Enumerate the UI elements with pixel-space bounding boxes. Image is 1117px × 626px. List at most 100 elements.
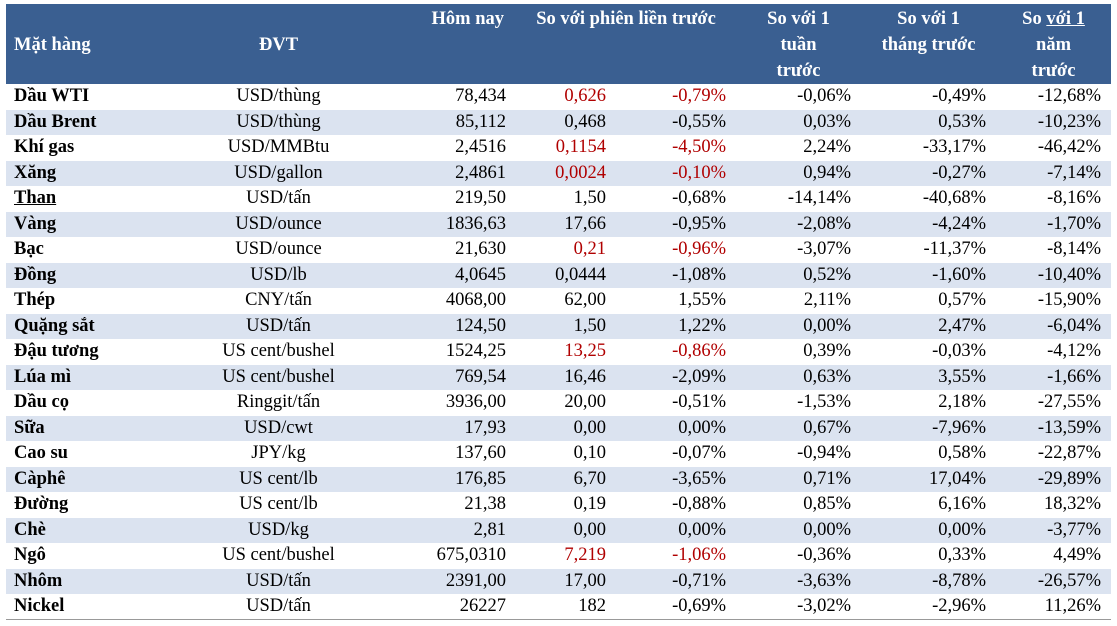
week-change-pct: 0,03% <box>736 109 862 135</box>
table-row: Chè USD/kg 2,81 0,00 0,00% 0,00% 0,00% -3,77% <box>6 517 1112 543</box>
header-week: So với 1 tuần trước <box>736 4 862 84</box>
week-change-pct: 2,24% <box>736 135 862 161</box>
week-change-pct: -14,14% <box>736 186 862 212</box>
table-row: Sữa USD/cwt 17,93 0,00 0,00% 0,67% -7,96% -13,5… <box>6 415 1112 441</box>
today-value: 124,50 <box>401 313 516 339</box>
year-change-pct: -26,57% <box>996 568 1112 594</box>
commodity-name-text: Than <box>14 188 57 209</box>
table-row: Ngô US cent/bushel 675,0310 7,219 -1,06% -0,3… <box>6 543 1112 569</box>
unit-cell: US cent/bushel <box>156 543 401 569</box>
table-row: Dầu Brent USD/thùng 85,112 0,468 -0,55% 0,03%… <box>6 109 1112 135</box>
unit-cell: US cent/bushel <box>156 364 401 390</box>
prev-change-pct: -0,68% <box>616 186 737 212</box>
month-change-pct: 3,55% <box>861 364 997 390</box>
week-change-pct: -1,53% <box>736 390 862 416</box>
prev-change: 1,50 <box>516 313 616 339</box>
header-year-line3: trước <box>1031 61 1076 81</box>
commodity-name: Càphê <box>6 466 156 492</box>
table-row: Quặng sắt USD/tấn 124,50 1,50 1,22% 0,00% 2,47… <box>6 313 1112 339</box>
table-row: Nickel USD/tấn 26227 182 -0,69% -3,02% -2,96% 1… <box>6 594 1112 620</box>
table-row: Vàng USD/ounce 1836,63 17,66 -0,95% -2,08% -4,… <box>6 211 1112 237</box>
prev-change-pct: 1,22% <box>616 313 737 339</box>
month-change-pct: -40,68% <box>861 186 997 212</box>
header-row: Mặt hàng ĐVT Hôm nay So với phiên liền t… <box>6 4 1112 84</box>
month-change-pct: 2,47% <box>861 313 997 339</box>
today-value: 21,630 <box>401 237 516 263</box>
today-value: 769,54 <box>401 364 516 390</box>
prev-change-pct: -0,71% <box>616 568 737 594</box>
table-row: Dầu cọ Ringgit/tấn 3936,00 20,00 -0,51% -1,53… <box>6 390 1112 416</box>
prev-change: 0,468 <box>516 109 616 135</box>
today-value: 21,38 <box>401 492 516 518</box>
year-change-pct: -10,40% <box>996 262 1112 288</box>
prev-change-pct: -1,08% <box>616 262 737 288</box>
month-change-pct: -11,37% <box>861 237 997 263</box>
commodity-table-container: Mặt hàng ĐVT Hôm nay So với phiên liền t… <box>6 4 1112 620</box>
prev-change-pct: -0,96% <box>616 237 737 263</box>
month-change-pct: 0,58% <box>861 441 997 467</box>
week-change-pct: -3,07% <box>736 237 862 263</box>
prev-change-pct: -0,95% <box>616 211 737 237</box>
prev-change: 0,0024 <box>516 160 616 186</box>
prev-change: 0,00 <box>516 415 616 441</box>
prev-change-pct: 0,00% <box>616 415 737 441</box>
week-change-pct: 0,52% <box>736 262 862 288</box>
commodity-name: Dầu cọ <box>6 390 156 416</box>
year-change-pct: -29,89% <box>996 466 1112 492</box>
week-change-pct: -2,08% <box>736 211 862 237</box>
header-prev-session: So với phiên liền trước <box>516 4 737 84</box>
prev-change: 13,25 <box>516 339 616 365</box>
year-change-pct: -10,23% <box>996 109 1112 135</box>
table-row: Đồng USD/lb 4,0645 0,0444 -1,08% 0,52% -1,60% -… <box>6 262 1112 288</box>
commodity-name: Ngô <box>6 543 156 569</box>
table-row: Lúa mì US cent/bushel 769,54 16,46 -2,09% 0,6… <box>6 364 1112 390</box>
today-value: 2,4861 <box>401 160 516 186</box>
year-change-pct: -8,16% <box>996 186 1112 212</box>
today-value: 17,93 <box>401 415 516 441</box>
unit-cell: USD/cwt <box>156 415 401 441</box>
year-change-pct: -13,59% <box>996 415 1112 441</box>
commodity-name: Quặng sắt <box>6 313 156 339</box>
prev-change-pct: 1,55% <box>616 288 737 314</box>
table-row: Bạc USD/ounce 21,630 0,21 -0,96% -3,07% -11,37… <box>6 237 1112 263</box>
week-change-pct: -0,94% <box>736 441 862 467</box>
header-year-line1: So với 1 <box>1000 6 1107 32</box>
year-change-pct: 4,49% <box>996 543 1112 569</box>
prev-change: 0,1154 <box>516 135 616 161</box>
month-change-pct: -8,78% <box>861 568 997 594</box>
prev-change: 7,219 <box>516 543 616 569</box>
table-row: Khí gas USD/MMBtu 2,4516 0,1154 -4,50% 2,24% -… <box>6 135 1112 161</box>
week-change-pct: -0,06% <box>736 84 862 110</box>
unit-cell: USD/thùng <box>156 109 401 135</box>
unit-cell: USD/MMBtu <box>156 135 401 161</box>
year-change-pct: -1,66% <box>996 364 1112 390</box>
prev-change: 0,0444 <box>516 262 616 288</box>
prev-change: 1,50 <box>516 186 616 212</box>
header-year-line1a: So <box>1022 9 1047 29</box>
month-change-pct: -0,49% <box>861 84 997 110</box>
prev-change-pct: -0,79% <box>616 84 737 110</box>
unit-cell: US cent/bushel <box>156 339 401 365</box>
prev-change: 0,10 <box>516 441 616 467</box>
header-month: So với 1 tháng trước <box>861 4 997 84</box>
today-value: 176,85 <box>401 466 516 492</box>
prev-change-pct: -4,50% <box>616 135 737 161</box>
prev-change-pct: -0,86% <box>616 339 737 365</box>
year-change-pct: -22,87% <box>996 441 1112 467</box>
week-change-pct: 2,11% <box>736 288 862 314</box>
prev-change-pct: -0,10% <box>616 160 737 186</box>
table-row: Đậu tương US cent/bushel 1524,25 13,25 -0,86… <box>6 339 1112 365</box>
month-change-pct: -1,60% <box>861 262 997 288</box>
prev-change-pct: -0,69% <box>616 594 737 620</box>
commodity-name: Bạc <box>6 237 156 263</box>
prev-change-pct: 0,00% <box>616 517 737 543</box>
month-change-pct: -2,96% <box>861 594 997 620</box>
commodity-name: Nickel <box>6 594 156 620</box>
prev-change-pct: -1,06% <box>616 543 737 569</box>
month-change-pct: -7,96% <box>861 415 997 441</box>
header-month-line1: So với 1 <box>897 9 960 29</box>
year-change-pct: -7,14% <box>996 160 1112 186</box>
today-value: 85,112 <box>401 109 516 135</box>
year-change-pct: 18,32% <box>996 492 1112 518</box>
unit-cell: US cent/lb <box>156 492 401 518</box>
